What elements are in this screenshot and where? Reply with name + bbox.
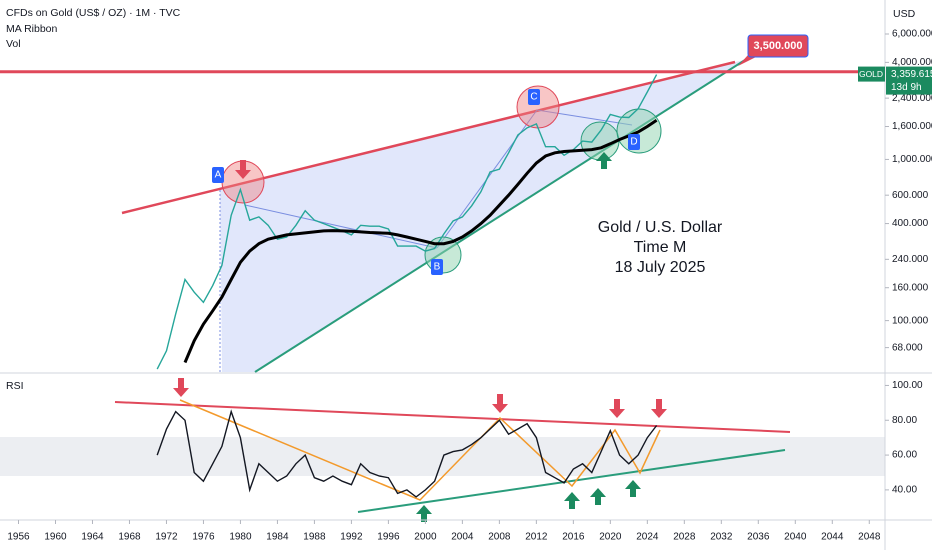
y-tick-label: 160.000 xyxy=(892,282,929,293)
x-tick-label: 2004 xyxy=(451,532,474,543)
x-tick-label: 2048 xyxy=(858,532,881,543)
y-tick-label: 100.00 xyxy=(892,380,923,391)
down-arrow xyxy=(492,394,508,413)
y-tick-label: 1,600.000 xyxy=(892,121,932,132)
point-label-box xyxy=(212,167,224,183)
chart-annotation: Gold / U.S. Dollar xyxy=(598,219,723,236)
rsi-resistance xyxy=(114,401,791,433)
support-line xyxy=(254,59,746,373)
y-tick-label: 100.000 xyxy=(892,315,929,326)
resistance-line xyxy=(121,60,736,215)
x-tick-label: 2012 xyxy=(525,532,548,543)
target-box xyxy=(747,34,809,58)
x-tick-label: 1956 xyxy=(7,532,30,543)
price-countdown: 13d 9h xyxy=(891,82,922,93)
point-label: B xyxy=(434,262,441,273)
plot: 6,000.000 4,000.000 2,400.000 1,600.000 1,00… xyxy=(0,29,932,543)
y-tick-label: 4,000.000 xyxy=(892,57,932,68)
x-tick-label: 2032 xyxy=(710,532,733,543)
y-tick-label: 60.00 xyxy=(892,450,917,461)
down-arrow xyxy=(173,378,189,397)
currency-label: USD xyxy=(893,8,916,20)
x-tick-label: 1996 xyxy=(377,532,400,543)
y-tick-label: 600.000 xyxy=(892,190,929,201)
volume-label: Vol xyxy=(6,38,21,50)
y-tick-label: 6,000.000 xyxy=(892,29,932,40)
price-symbol: GOLD xyxy=(859,69,883,79)
x-tick-label: 2024 xyxy=(636,532,659,543)
guide-line xyxy=(536,109,633,126)
y-tick-label: 2,400.000 xyxy=(892,93,932,104)
chart-annotation: 18 July 2025 xyxy=(615,259,706,276)
point-label-box xyxy=(628,134,640,150)
point-label-box xyxy=(431,259,443,275)
chart-annotation: Time M xyxy=(634,239,687,256)
target-label: 3,500.000 xyxy=(754,40,803,52)
x-tick-label: 1988 xyxy=(303,532,326,543)
up-arrow xyxy=(416,505,432,522)
x-tick-label: 1984 xyxy=(266,532,289,543)
x-tick-label: 1992 xyxy=(340,532,363,543)
price-label: 3,359.615 xyxy=(891,69,932,80)
x-tick-label: 2008 xyxy=(488,532,511,543)
y-tick-label: 80.00 xyxy=(892,415,917,426)
x-tick-label: 2028 xyxy=(673,532,696,543)
down-arrow xyxy=(609,399,625,418)
x-tick-label: 2036 xyxy=(747,532,770,543)
x-tick-label: 1972 xyxy=(155,532,178,543)
x-tick-label: 1964 xyxy=(81,532,104,543)
guide-line xyxy=(244,204,438,249)
x-tick-label: 2044 xyxy=(821,532,844,543)
price-symbol-box xyxy=(858,66,885,82)
up-arrow xyxy=(564,492,580,509)
point-label-box xyxy=(528,89,540,105)
y-tick-label: 40.00 xyxy=(892,485,917,496)
x-tick-label: 1980 xyxy=(229,532,252,543)
down-arrow xyxy=(235,160,251,179)
rsi-zigzag xyxy=(179,399,661,501)
x-tick-label: 2016 xyxy=(562,532,585,543)
down-arrow xyxy=(651,399,667,418)
price-box xyxy=(886,66,932,95)
up-arrow xyxy=(625,480,641,497)
point-label: D xyxy=(630,137,637,148)
target-pointer xyxy=(738,55,760,66)
rsi-support xyxy=(357,449,786,513)
up-arrow xyxy=(590,488,606,505)
x-tick-label: 1968 xyxy=(118,532,141,543)
series-line xyxy=(156,409,658,498)
panel-title: RSI xyxy=(6,380,24,392)
x-tick-label: 2020 xyxy=(599,532,622,543)
header-title: CFDs on Gold (US$ / OZ) · 1M · TVC xyxy=(6,7,181,19)
y-tick-label: 68.000 xyxy=(892,342,923,353)
x-tick-label: 2040 xyxy=(784,532,807,543)
x-tick-label: 2000 xyxy=(414,532,437,543)
point-label: C xyxy=(530,92,537,103)
up-arrow xyxy=(596,152,612,169)
series-line xyxy=(183,118,658,364)
y-tick-label: 240.000 xyxy=(892,254,929,265)
y-tick-label: 1,000.000 xyxy=(892,154,932,165)
indicator-label: MA Ribbon xyxy=(6,23,58,35)
point-label: A xyxy=(215,170,222,181)
x-tick-label: 1960 xyxy=(44,532,67,543)
x-tick-label: 1976 xyxy=(192,532,215,543)
rsi-band xyxy=(0,437,885,476)
y-tick-label: 400.000 xyxy=(892,218,929,229)
